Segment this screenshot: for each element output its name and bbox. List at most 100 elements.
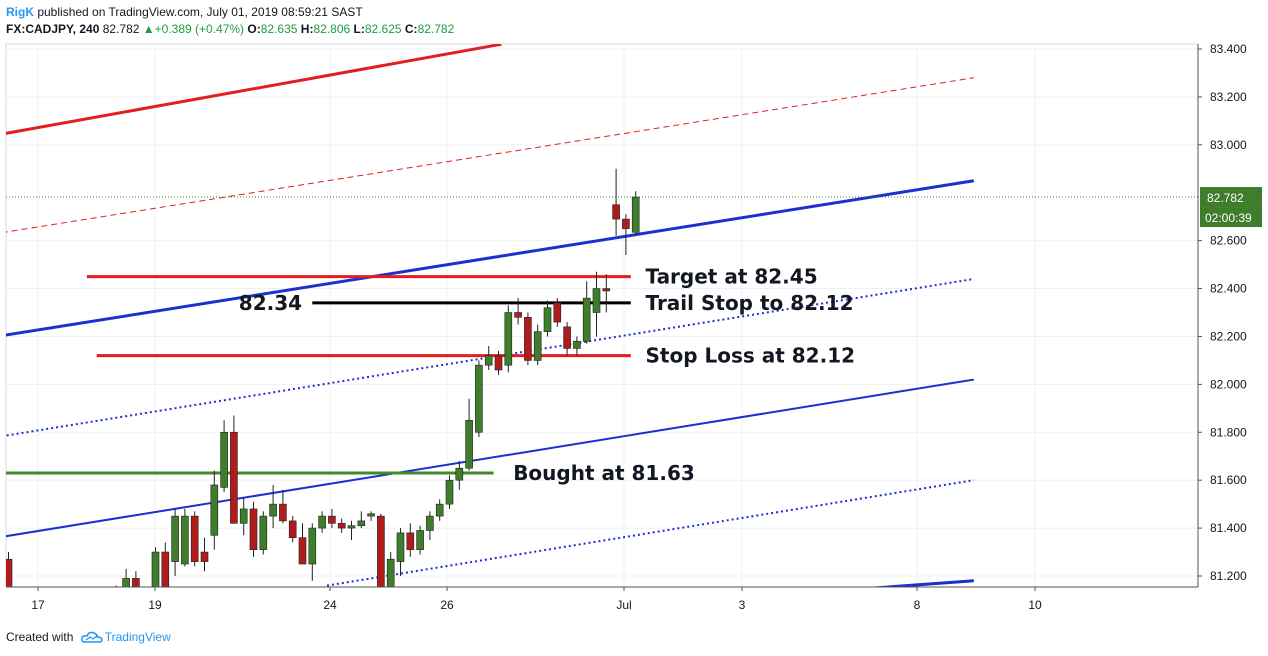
y-tick-label: 81.800 — [1210, 425, 1247, 439]
high-label: H: — [300, 22, 314, 36]
tradingview-cloud-icon — [80, 631, 103, 643]
candle-body — [249, 508, 258, 550]
publish-line: RigK published on TradingView.com, July … — [6, 4, 454, 21]
publish-info: published on TradingView.com, July 01, 2… — [34, 5, 363, 19]
trend-line-blue-solid — [867, 579, 974, 587]
candle-body — [524, 316, 532, 361]
trend-line-blue-solid — [6, 179, 975, 337]
candle-body — [582, 297, 591, 342]
candle-body — [230, 431, 238, 524]
candle-body — [406, 532, 415, 550]
x-tick-label: 19 — [148, 598, 162, 612]
y-tick-label: 83.200 — [1210, 90, 1247, 104]
x-tick-label: 26 — [440, 598, 454, 612]
y-tick-label: 83.400 — [1210, 42, 1247, 56]
footer: Created with TradingView — [6, 630, 171, 645]
trend-line-blue-solid — [6, 378, 974, 538]
countdown-tag — [1200, 207, 1262, 228]
last-price-tag — [1200, 187, 1262, 208]
candle-body — [220, 431, 228, 488]
bought-label: Bought at 81.63 — [513, 461, 695, 485]
candle-body — [161, 551, 170, 587]
candle-body — [475, 364, 483, 433]
candle-body — [259, 515, 268, 550]
tradingview-brand-link[interactable]: TradingView — [104, 630, 171, 644]
candle-body — [337, 522, 346, 529]
trend-line-red-dashed — [6, 77, 974, 233]
price-change: +0.389 (+0.47%) — [154, 22, 245, 36]
candle-body — [6, 558, 13, 587]
trail-stop-label: Trail Stop to 82.12 — [646, 291, 854, 315]
candle-body — [465, 419, 473, 469]
candle-body — [455, 467, 464, 481]
candle-body — [132, 578, 140, 587]
axes: 83.400 83.200 83.000 82.600 82.400 82.200 82.0… — [6, 42, 1262, 612]
target-label: Target at 82.45 — [646, 265, 818, 289]
low-label: L: — [353, 22, 365, 36]
candle-body — [416, 530, 424, 550]
candle-body — [171, 515, 179, 562]
y-tick-label: 81.400 — [1210, 521, 1247, 535]
candle-body — [288, 520, 297, 538]
close-value: 82.782 — [417, 22, 455, 36]
high-value: 82.806 — [313, 22, 351, 36]
candle-body — [122, 578, 130, 587]
candle-body — [190, 515, 199, 562]
candle-body — [504, 312, 513, 366]
x-tick-label: 3 — [739, 598, 746, 612]
plot-area — [5, 43, 1199, 588]
candle-body — [151, 551, 160, 587]
open-value: 82.635 — [260, 22, 298, 36]
y-tick-label: 83.000 — [1210, 138, 1247, 152]
candle-body — [113, 588, 120, 590]
candle-body — [631, 196, 640, 233]
x-tick-label: 8 — [914, 598, 921, 612]
candle-body — [602, 288, 611, 292]
symbol-name: FX:CADJPY, 240 — [6, 22, 100, 36]
candle-body — [494, 355, 503, 371]
low-value: 82.625 — [364, 22, 402, 36]
candle-body — [328, 515, 336, 524]
candle-body — [553, 302, 562, 323]
candle-body — [200, 551, 209, 562]
candle-body — [269, 503, 277, 517]
x-tick-label: 17 — [31, 598, 45, 612]
author-link[interactable]: RigK — [6, 5, 34, 19]
level-label: 82.34 — [239, 291, 302, 315]
created-with-text: Created with — [6, 630, 74, 644]
chart-header: RigK published on TradingView.com, July … — [6, 4, 454, 38]
candle-body — [298, 537, 307, 565]
candle-body — [426, 515, 434, 531]
last-price-tag-label: 82.782 — [1207, 191, 1244, 205]
candle-body — [445, 479, 454, 505]
candle-body — [308, 527, 317, 565]
symbol-line: FX:CADJPY, 240 82.782 ▲+0.389 (+0.47%) O… — [6, 21, 454, 38]
trend-line-red-solid — [6, 44, 502, 135]
candle-body — [357, 520, 366, 526]
candle-body — [533, 331, 542, 361]
candle-body — [181, 515, 189, 565]
y-tick-label: 81.200 — [1210, 569, 1247, 583]
y-tick-label: 82.000 — [1210, 377, 1247, 391]
candle-body — [377, 515, 385, 587]
candles — [6, 168, 640, 595]
stop-loss-label: Stop Loss at 82.12 — [646, 344, 856, 368]
candle-body — [514, 312, 522, 318]
candle-body — [279, 503, 287, 522]
close-label: C: — [404, 22, 418, 36]
grid — [5, 43, 1199, 588]
candle-body — [142, 593, 149, 595]
candle-body — [484, 355, 493, 366]
candle-body — [210, 484, 219, 536]
candle-body — [622, 218, 630, 229]
candle-body — [318, 515, 326, 529]
countdown-tag-label: 02:00:39 — [1205, 211, 1252, 225]
y-tick-label: 81.600 — [1210, 473, 1247, 487]
up-arrow-icon: ▲ — [142, 22, 155, 36]
candle-body — [239, 508, 248, 524]
y-tick-label: 82.600 — [1210, 234, 1247, 248]
candle-body — [347, 525, 356, 529]
candle-body — [612, 204, 620, 220]
